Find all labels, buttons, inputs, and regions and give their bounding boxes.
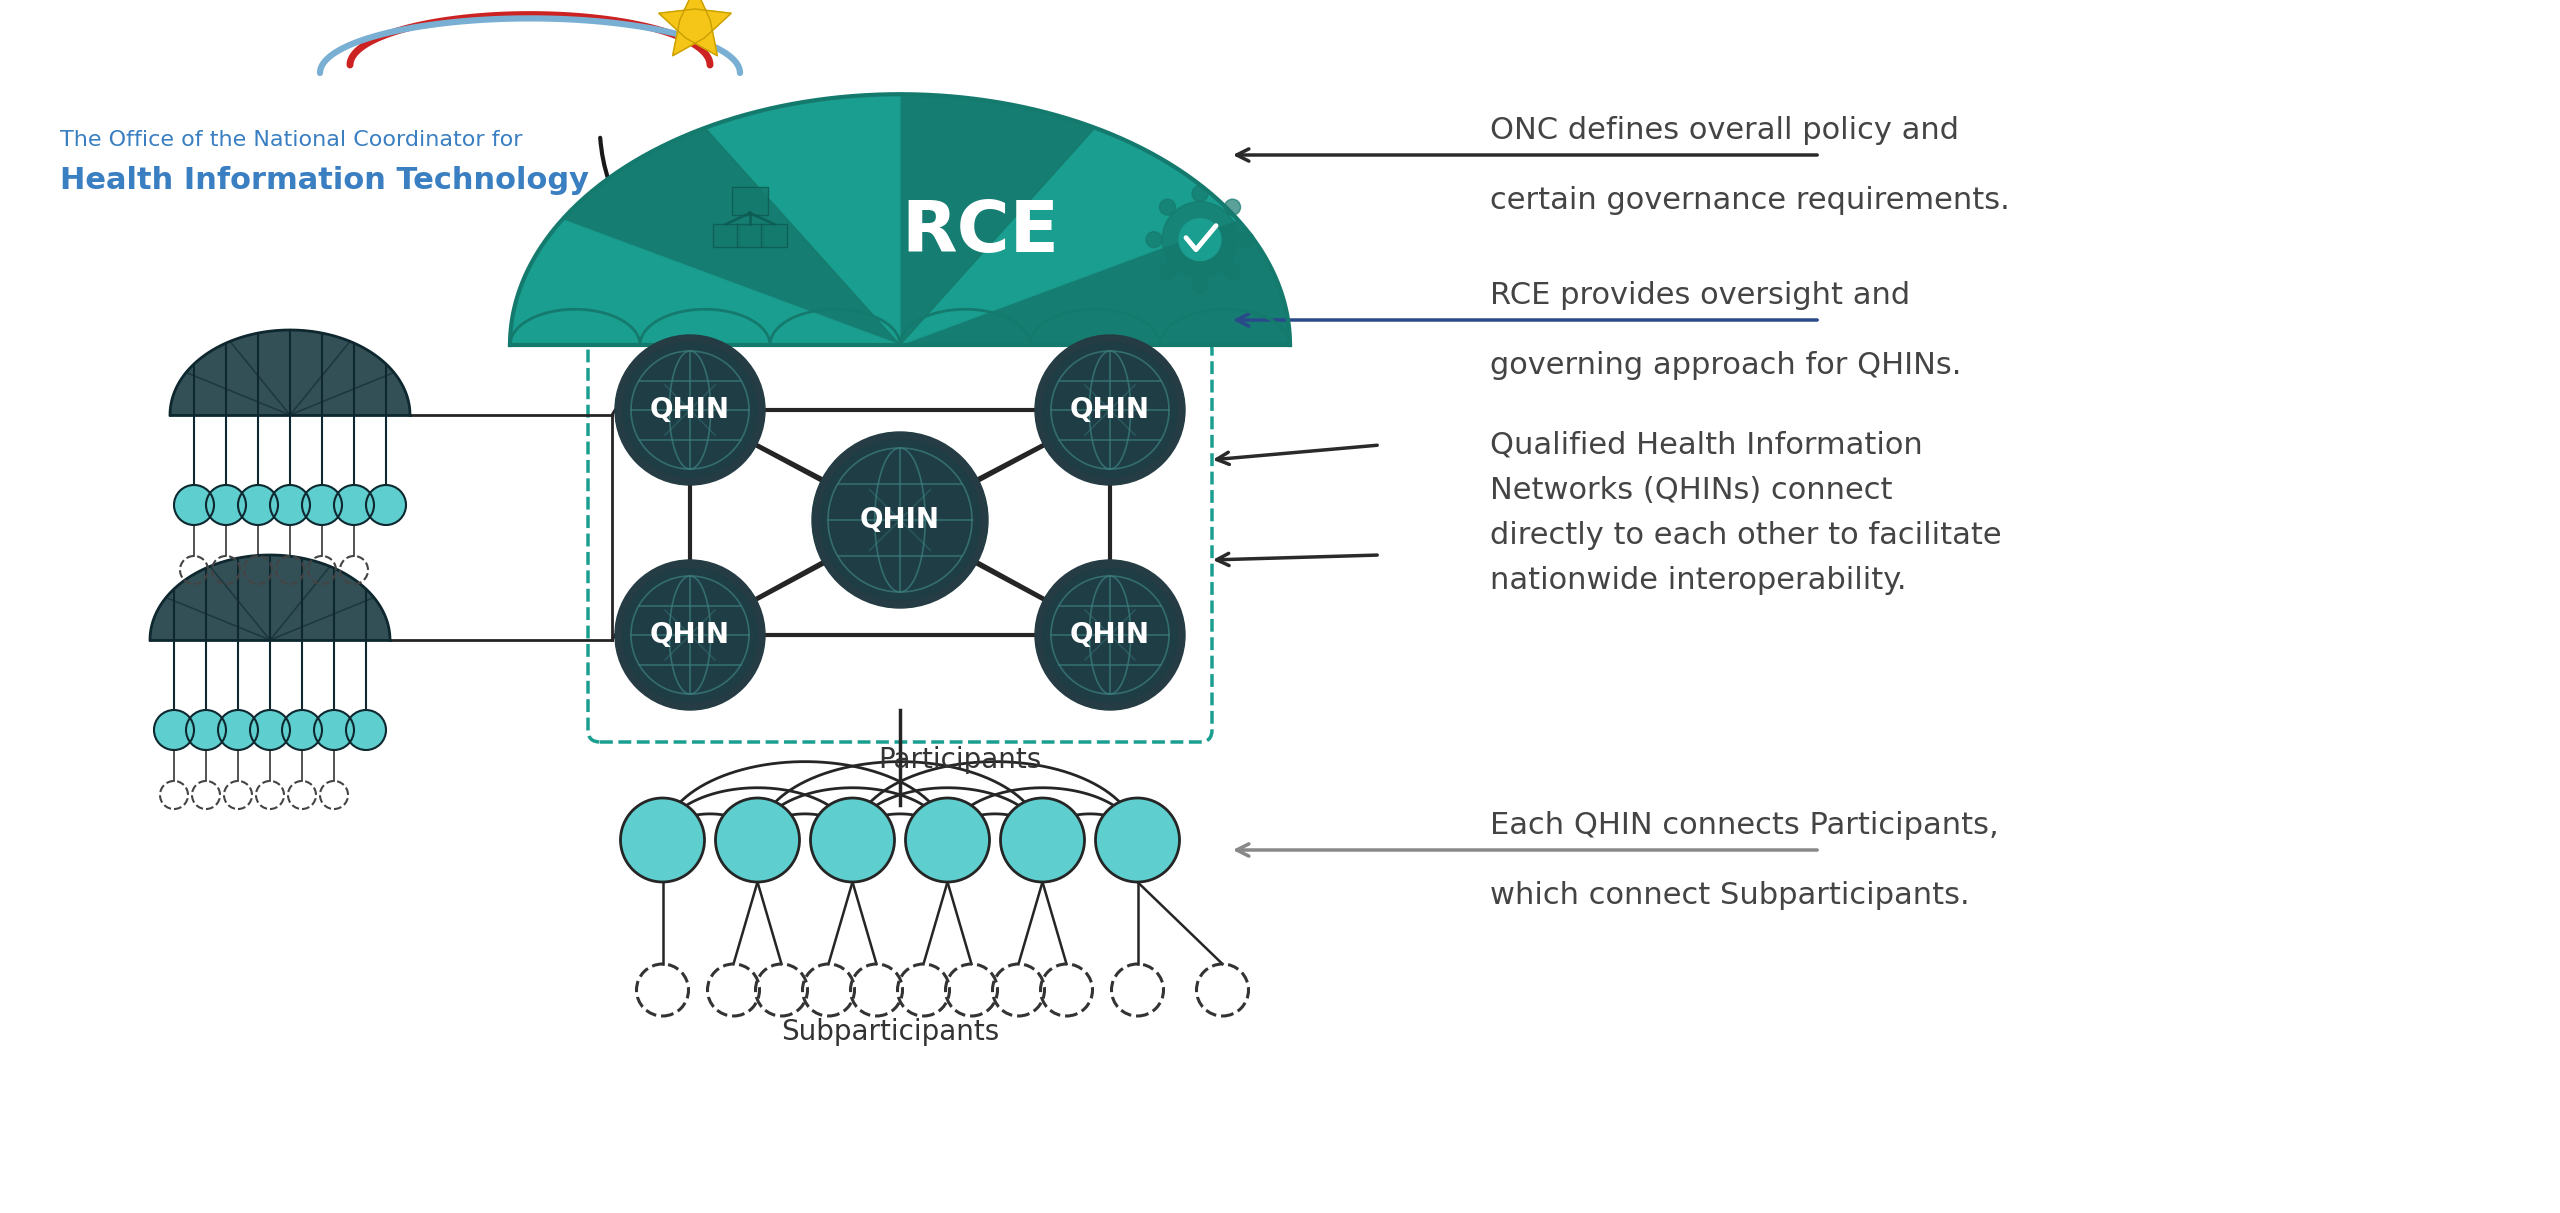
Circle shape bbox=[218, 710, 259, 750]
Text: Health Information Technology: Health Information Technology bbox=[59, 165, 589, 194]
FancyBboxPatch shape bbox=[732, 187, 768, 215]
Polygon shape bbox=[901, 127, 1236, 344]
Polygon shape bbox=[901, 95, 1096, 344]
Text: which connect Subparticipants.: which connect Subparticipants. bbox=[1490, 881, 1969, 910]
FancyBboxPatch shape bbox=[737, 223, 763, 247]
Text: QHIN: QHIN bbox=[650, 395, 730, 425]
Circle shape bbox=[205, 485, 246, 525]
Text: Networks (QHINs) connect: Networks (QHINs) connect bbox=[1490, 475, 1892, 505]
Polygon shape bbox=[151, 556, 389, 640]
Circle shape bbox=[1034, 335, 1185, 485]
Circle shape bbox=[1001, 798, 1085, 882]
Circle shape bbox=[315, 710, 353, 750]
FancyBboxPatch shape bbox=[760, 223, 788, 247]
Circle shape bbox=[1147, 232, 1162, 247]
Polygon shape bbox=[658, 0, 732, 56]
Circle shape bbox=[1193, 278, 1208, 294]
Circle shape bbox=[1096, 798, 1180, 882]
Circle shape bbox=[614, 335, 765, 485]
Circle shape bbox=[333, 485, 374, 525]
Polygon shape bbox=[509, 95, 1290, 344]
Circle shape bbox=[187, 710, 225, 750]
Text: QHIN: QHIN bbox=[1070, 395, 1149, 425]
Circle shape bbox=[1239, 232, 1254, 247]
Circle shape bbox=[174, 485, 215, 525]
Text: QHIN: QHIN bbox=[1070, 621, 1149, 649]
Text: Subparticipants: Subparticipants bbox=[781, 1018, 998, 1046]
Circle shape bbox=[622, 343, 758, 477]
Polygon shape bbox=[169, 330, 410, 415]
Circle shape bbox=[1160, 264, 1175, 280]
Text: directly to each other to facilitate: directly to each other to facilitate bbox=[1490, 520, 2002, 549]
Circle shape bbox=[620, 798, 704, 882]
Circle shape bbox=[366, 485, 407, 525]
Circle shape bbox=[819, 440, 980, 600]
Polygon shape bbox=[509, 220, 901, 344]
Circle shape bbox=[812, 798, 893, 882]
Circle shape bbox=[1193, 186, 1208, 201]
Circle shape bbox=[1160, 199, 1175, 215]
Circle shape bbox=[614, 560, 765, 710]
Circle shape bbox=[812, 432, 988, 608]
Circle shape bbox=[1034, 560, 1185, 710]
Circle shape bbox=[154, 710, 195, 750]
Text: nationwide interoperability.: nationwide interoperability. bbox=[1490, 565, 1907, 594]
Circle shape bbox=[269, 485, 310, 525]
Circle shape bbox=[1042, 568, 1178, 702]
Text: ONC defines overall policy and: ONC defines overall policy and bbox=[1490, 115, 1958, 144]
Circle shape bbox=[622, 568, 758, 702]
Text: QHIN: QHIN bbox=[860, 506, 940, 534]
Text: Participants: Participants bbox=[878, 746, 1042, 774]
Text: governing approach for QHINs.: governing approach for QHINs. bbox=[1490, 351, 1961, 380]
Circle shape bbox=[1180, 218, 1221, 261]
Polygon shape bbox=[563, 127, 901, 344]
Polygon shape bbox=[901, 220, 1290, 344]
Circle shape bbox=[346, 710, 387, 750]
Circle shape bbox=[302, 485, 343, 525]
Circle shape bbox=[1224, 199, 1242, 215]
Text: RCE provides oversight and: RCE provides oversight and bbox=[1490, 280, 1910, 309]
Circle shape bbox=[1162, 201, 1239, 278]
Text: QHIN: QHIN bbox=[650, 621, 730, 649]
Circle shape bbox=[238, 485, 279, 525]
Text: Qualified Health Information: Qualified Health Information bbox=[1490, 431, 1923, 460]
Circle shape bbox=[906, 798, 991, 882]
Circle shape bbox=[251, 710, 289, 750]
FancyBboxPatch shape bbox=[712, 223, 740, 247]
Text: Each QHIN connects Participants,: Each QHIN connects Participants, bbox=[1490, 810, 1999, 839]
Circle shape bbox=[282, 710, 323, 750]
Text: RCE: RCE bbox=[901, 198, 1060, 267]
Circle shape bbox=[1042, 343, 1178, 477]
Text: certain governance requirements.: certain governance requirements. bbox=[1490, 186, 2010, 215]
Circle shape bbox=[1224, 264, 1242, 280]
Polygon shape bbox=[704, 95, 901, 344]
Circle shape bbox=[714, 798, 799, 882]
Text: The Office of the National Coordinator for: The Office of the National Coordinator f… bbox=[59, 130, 522, 150]
